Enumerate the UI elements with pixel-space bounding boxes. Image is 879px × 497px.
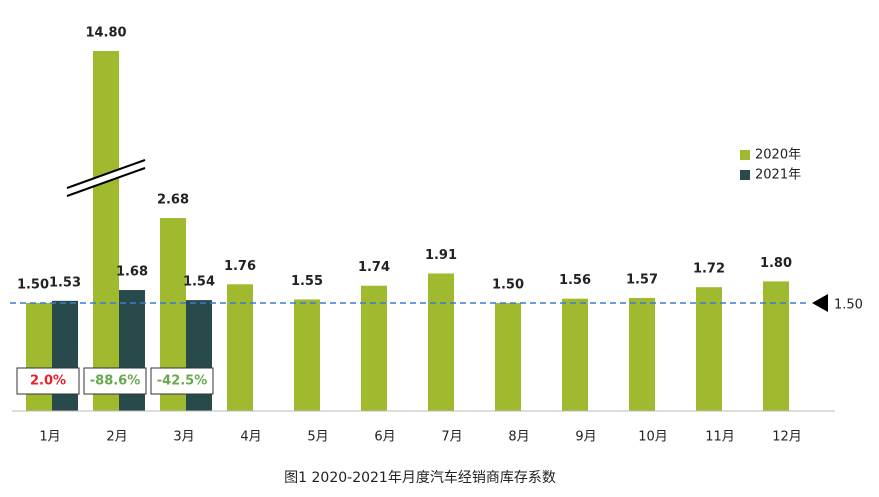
value-label: 1.76: [224, 259, 256, 274]
bar: [495, 303, 521, 411]
x-tick-label: 4月: [240, 430, 261, 445]
x-tick-label: 2月: [106, 430, 127, 445]
x-tick-label: 11月: [705, 430, 735, 445]
bar: [428, 273, 454, 411]
annotation: -42.5%: [157, 374, 208, 389]
annotation-box: [83, 367, 147, 395]
value-label: 1.50: [17, 278, 49, 293]
x-tick-label: 7月: [441, 430, 462, 445]
bar: [696, 287, 722, 411]
value-label: 1.56: [559, 273, 591, 288]
value-label: 1.72: [693, 262, 725, 277]
annotation: -88.6%: [90, 374, 141, 389]
bar: [361, 285, 387, 411]
axis-break-gap: [67, 160, 145, 196]
x-tick-label: 3月: [173, 430, 194, 445]
legend-swatch: [740, 150, 750, 160]
annotation-box: [150, 367, 214, 395]
reference-marker: [812, 294, 828, 312]
x-tick-label: 12月: [772, 430, 802, 445]
axis-break-line: [66, 167, 146, 197]
value-label: 2.68: [157, 193, 189, 208]
legend-swatch: [740, 170, 750, 180]
value-label: 1.50: [492, 278, 524, 293]
x-tick-label: 8月: [508, 430, 529, 445]
x-tick-label: 6月: [374, 430, 395, 445]
x-tick-label: 1月: [39, 430, 60, 445]
value-label: 1.91: [425, 248, 457, 263]
value-label: 1.74: [358, 260, 390, 275]
bar: [93, 51, 119, 411]
annotation: 2.0%: [30, 374, 66, 389]
value-label: 1.68: [116, 265, 148, 280]
bar: [227, 284, 253, 411]
x-tick-label: 5月: [307, 430, 328, 445]
x-tick-label: 9月: [575, 430, 596, 445]
value-label: 14.80: [85, 26, 126, 41]
value-label: 1.57: [626, 272, 658, 287]
bar: [26, 303, 52, 411]
bar: [562, 298, 588, 411]
annotation-box: [16, 367, 80, 395]
chart-title: 图1 2020-2021年月度汽车经销商库存系数: [284, 469, 556, 486]
legend-label: 2021年: [755, 168, 801, 183]
bar: [629, 297, 655, 411]
value-label: 1.53: [49, 275, 81, 290]
bar: [763, 281, 789, 411]
legend-label: 2020年: [755, 148, 801, 163]
value-label: 1.55: [291, 274, 323, 289]
value-label: 1.80: [760, 256, 792, 271]
bar: [294, 299, 320, 411]
value-label: 1.54: [183, 275, 215, 290]
axis-break-line: [66, 159, 146, 189]
x-tick-label: 10月: [638, 430, 668, 445]
reference-label: 1.50: [834, 298, 863, 313]
